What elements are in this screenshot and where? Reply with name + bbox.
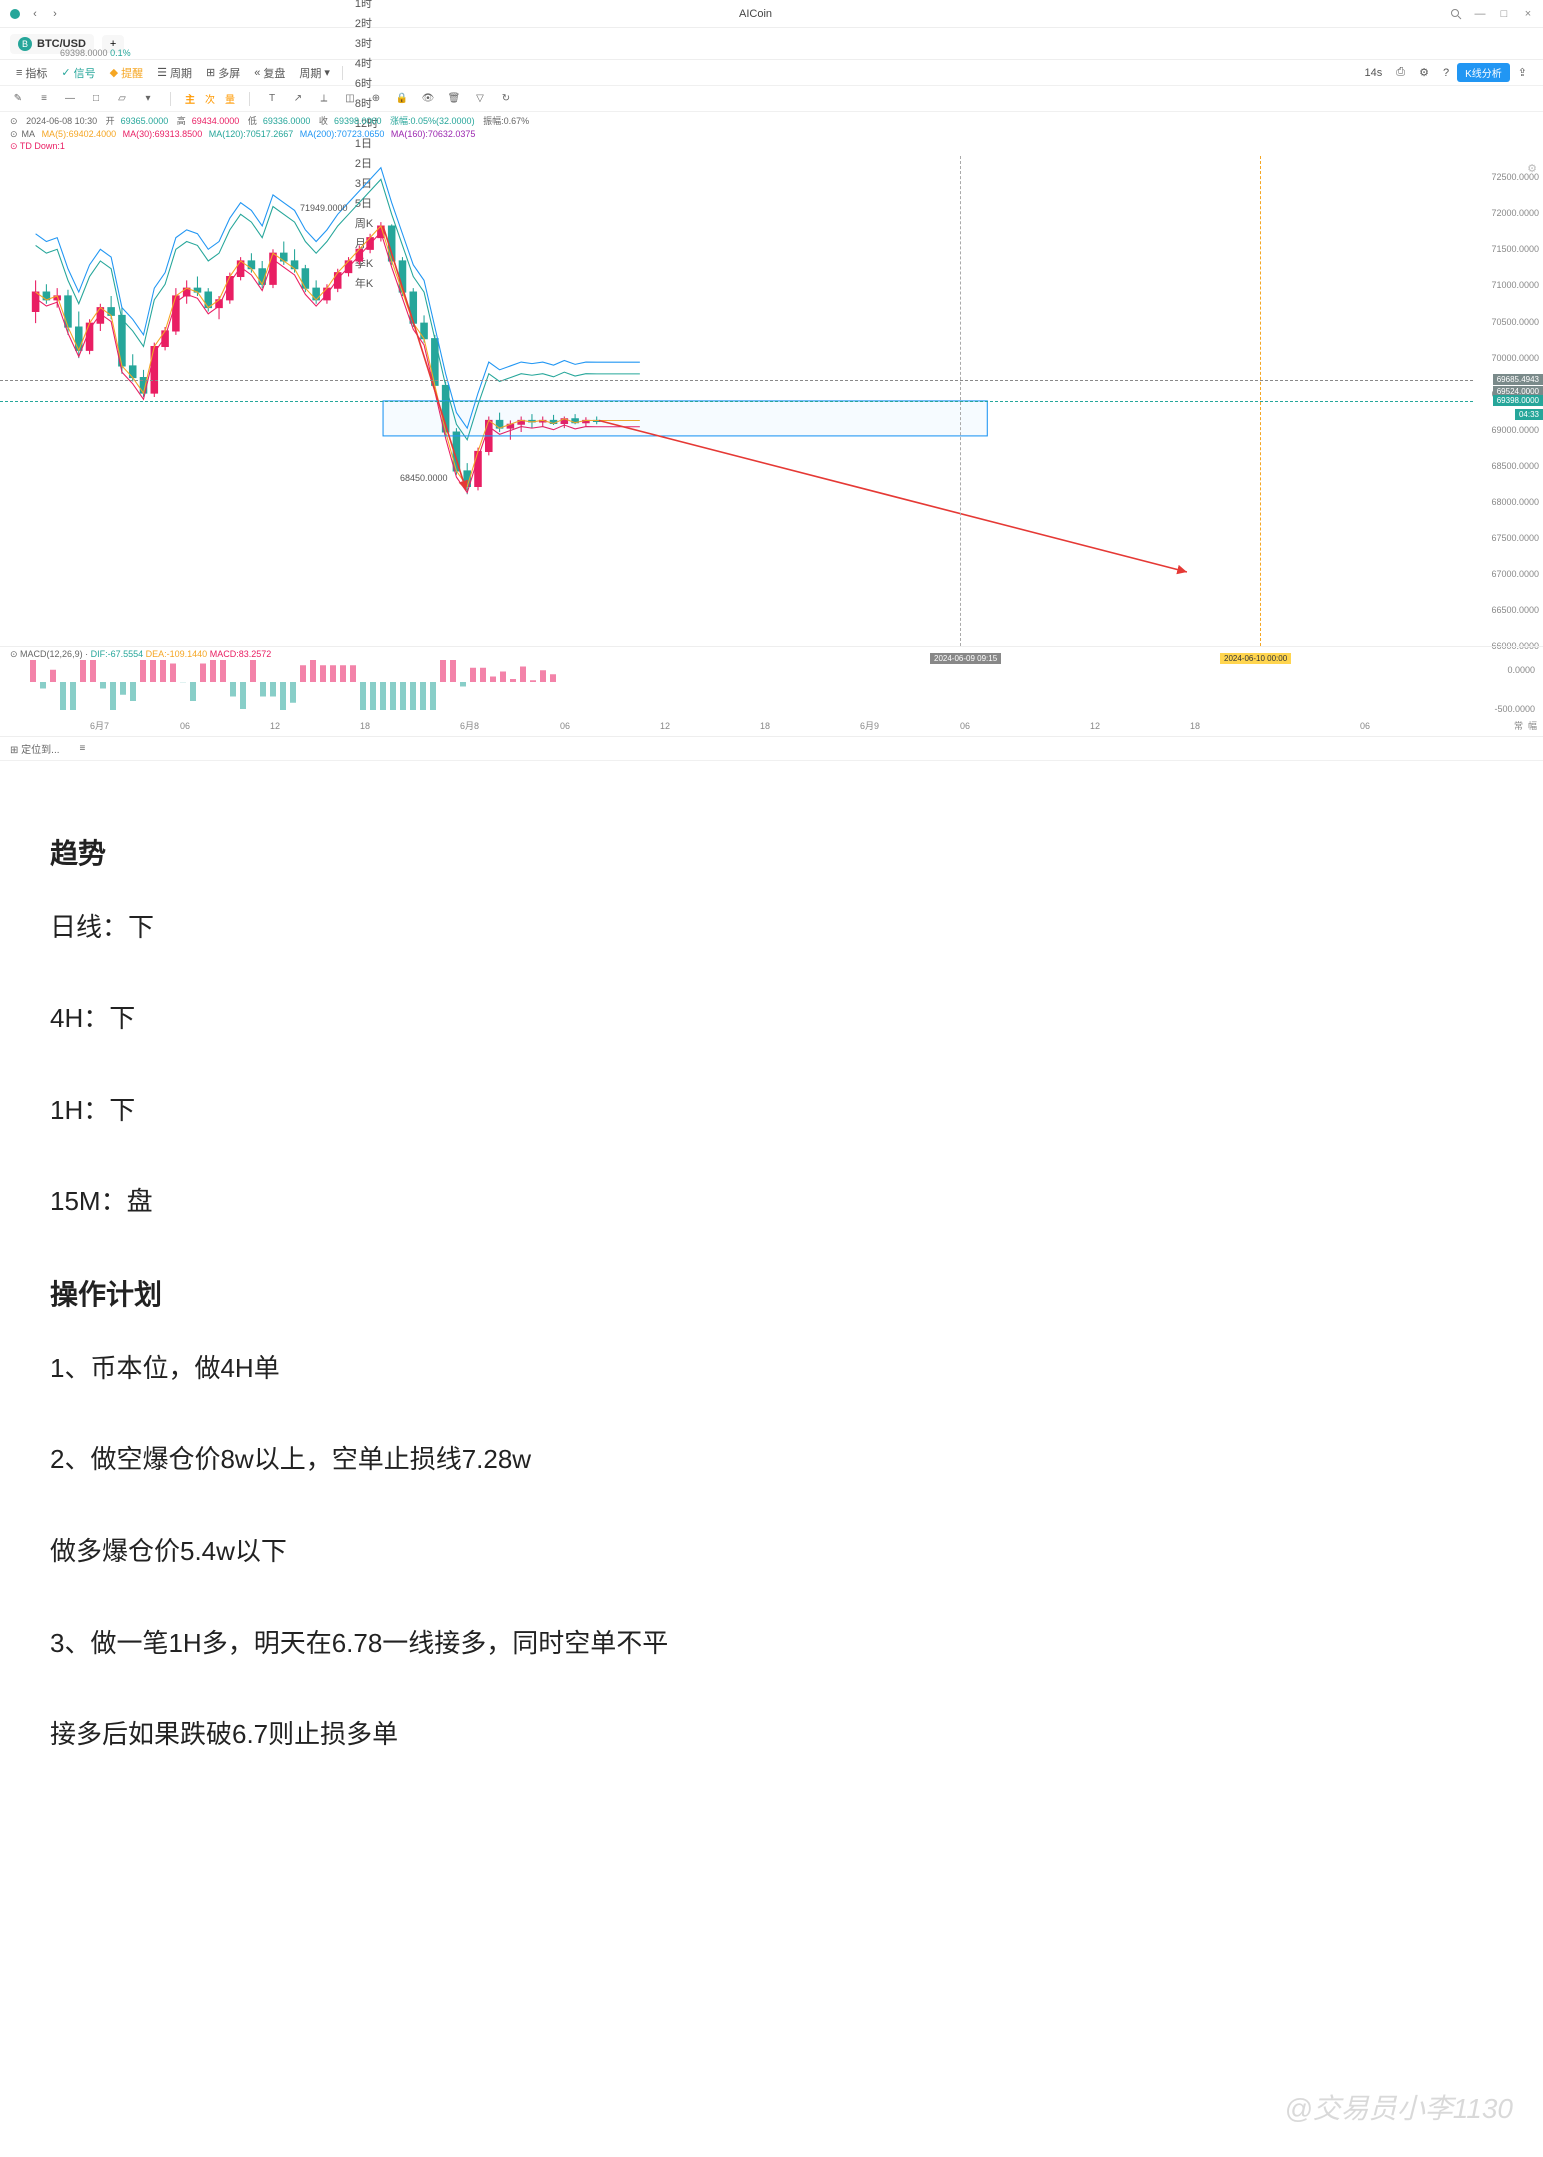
back-icon[interactable]: ‹: [28, 7, 42, 21]
logo-icon: [8, 7, 22, 21]
trend-1h: 1H：下: [50, 1090, 1493, 1132]
period-bar: [0, 760, 1543, 782]
heading-trend: 趋势: [50, 832, 1493, 877]
trend-daily: 日线：下: [50, 907, 1493, 949]
indicator-bar: ⊞ 定位到... ≡: [0, 736, 1543, 760]
period-6时[interactable]: 6时: [349, 73, 384, 93]
filter-icon[interactable]: ▽: [472, 91, 488, 107]
refresh-timer: 14s: [1359, 65, 1389, 81]
search-icon[interactable]: [1449, 7, 1463, 21]
multi-button[interactable]: ⊞ 多屏: [200, 63, 246, 83]
measure-icon[interactable]: ⟂: [316, 91, 332, 107]
camera-icon[interactable]: ⎙: [1390, 64, 1411, 81]
cycle-button[interactable]: 周期 ▾: [293, 63, 336, 83]
close-icon[interactable]: ×: [1521, 7, 1535, 21]
plan-2: 2、做空爆仓价8w以上，空单止损线7.28w: [50, 1439, 1493, 1481]
replay-button[interactable]: « 复盘: [248, 63, 291, 83]
period-2时[interactable]: 2时: [349, 13, 384, 33]
share-icon[interactable]: ⇪: [1512, 64, 1533, 81]
maximize-icon[interactable]: □: [1497, 7, 1511, 21]
low-label: 68450.0000: [400, 473, 448, 483]
tab-row: B BTC/USD + 69398.0000 0.1%: [0, 28, 1543, 60]
expand-icon[interactable]: ▾: [140, 91, 156, 107]
kline-analysis-button[interactable]: K线分析: [1457, 63, 1510, 82]
trend-4h: 4H：下: [50, 998, 1493, 1040]
plan-3: 3、做一笔1H多，明天在6.78一线接多，同时空单不平: [50, 1623, 1493, 1665]
text-icon[interactable]: T: [264, 91, 280, 107]
window-title: AICoin: [62, 8, 1449, 20]
price-label-cur: 69398.0000: [1493, 395, 1543, 406]
redo-icon[interactable]: ↻: [498, 91, 514, 107]
plan-3b: 接多后如果跌破6.7则止损多单: [50, 1714, 1493, 1756]
vol-indicator-label[interactable]: 量: [225, 91, 235, 106]
tab-change: 0.1%: [110, 48, 131, 58]
settings-icon[interactable]: ⚙: [1413, 64, 1435, 81]
signal-button[interactable]: ✓ 信号: [55, 63, 101, 83]
price-label-top: 69685.4943: [1493, 374, 1543, 385]
rect-icon[interactable]: □: [88, 91, 104, 107]
lock-icon[interactable]: 🔒: [394, 91, 410, 107]
period-1时[interactable]: 1时: [349, 0, 384, 13]
brush-icon[interactable]: ▱: [114, 91, 130, 107]
main-toolbar: ≡ 指标 ✓ 信号 ◆ 提醒 ☰ 周期 ⊞ 多屏 « 复盘 周期 ▾ 1秒1分3…: [0, 60, 1543, 86]
arrow-icon[interactable]: ↗: [290, 91, 306, 107]
trash-icon[interactable]: 🗑: [446, 91, 462, 107]
price-chart[interactable]: ⚙ 72500.000072000.000071500.000071000.00…: [0, 156, 1543, 646]
trend-15m: 15M：盘: [50, 1181, 1493, 1223]
heading-plan: 操作计划: [50, 1273, 1493, 1318]
macd-panel: ⊙ MACD(12,26,9) · DIF:-67.5554 DEA:-109.…: [0, 646, 1543, 716]
period-button[interactable]: ☰ 周期: [151, 63, 198, 83]
window-titlebar: ‹ › AICoin — □ ×: [0, 0, 1543, 28]
plan-1: 1、币本位，做4H单: [50, 1348, 1493, 1390]
help-icon[interactable]: ?: [1437, 65, 1455, 81]
period-4时[interactable]: 4时: [349, 53, 384, 73]
eraser-icon[interactable]: ◫: [342, 91, 358, 107]
tab-badge-icon: B: [18, 37, 32, 51]
watermark: @交易员小李1130: [1284, 2087, 1513, 2127]
draw-toolbar: ✎ ≡ — □ ▱ ▾ 主 次 量 T ↗ ⟂ ◫ ⊕ 🔒 👁 🗑 ▽ ↻: [0, 86, 1543, 112]
magnet-icon[interactable]: ⊕: [368, 91, 384, 107]
period-3时[interactable]: 3时: [349, 33, 384, 53]
indicator-button[interactable]: ≡ 指标: [10, 63, 53, 83]
line-icon[interactable]: ≡: [36, 91, 52, 107]
tab-price: 69398.0000: [60, 48, 108, 58]
alert-button[interactable]: ◆ 提醒: [104, 63, 149, 83]
ohlc-bar: ⊙ 2024-06-08 10:30 开69365.0000 高69434.00…: [0, 112, 1543, 156]
plan-2b: 做多爆仓价5.4w以下: [50, 1531, 1493, 1573]
eye-icon[interactable]: 👁: [420, 91, 436, 107]
minimize-icon[interactable]: —: [1473, 7, 1487, 21]
time-axis: 6月70612186月80612186月906121806常幅: [0, 716, 1543, 736]
countdown-label: 04:33: [1515, 409, 1543, 420]
article-body: 趋势 日线：下 4H：下 1H：下 15M：盘 操作计划 1、币本位，做4H单 …: [0, 782, 1543, 1836]
main-indicator-label[interactable]: 主: [185, 91, 195, 106]
trend-icon[interactable]: —: [62, 91, 78, 107]
sub-indicator-label[interactable]: 次: [205, 91, 215, 106]
high-label: 71949.0000: [300, 203, 348, 213]
fwd-icon[interactable]: ›: [48, 7, 62, 21]
pencil-icon[interactable]: ✎: [10, 91, 26, 107]
